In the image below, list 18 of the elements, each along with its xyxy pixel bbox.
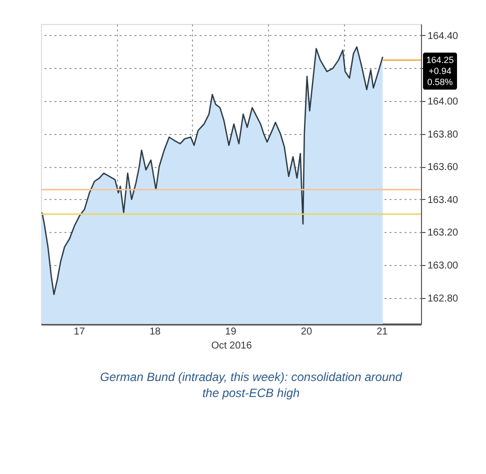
text: 0.58%	[427, 77, 453, 88]
y-tick-label: 163.20	[428, 228, 459, 239]
y-tick-label: 163.40	[428, 194, 459, 206]
annotation: 164.25	[426, 55, 454, 66]
y-tick-label: 163.00	[428, 260, 459, 272]
y-tick-label: 162.80	[428, 293, 459, 304]
x-tick-label: 20	[300, 326, 312, 338]
y-tick-label: 164.40	[428, 30, 459, 42]
x-tick-label: 21	[376, 326, 388, 338]
x-tick-label: 17	[74, 326, 86, 338]
text: +0.94	[428, 66, 452, 76]
x-tick-label: 18	[149, 326, 162, 338]
y-tick-label: 163.60	[428, 162, 459, 174]
x-axis-title: Oct 2016	[211, 340, 252, 352]
y-tick-label: 163.80	[428, 129, 459, 140]
x-tick-label: 19	[225, 326, 237, 338]
y-tick-label: 164.00	[428, 96, 459, 108]
text: German Bund (intraday, this week): consolidation around the post-ECB high	[100, 370, 402, 400]
